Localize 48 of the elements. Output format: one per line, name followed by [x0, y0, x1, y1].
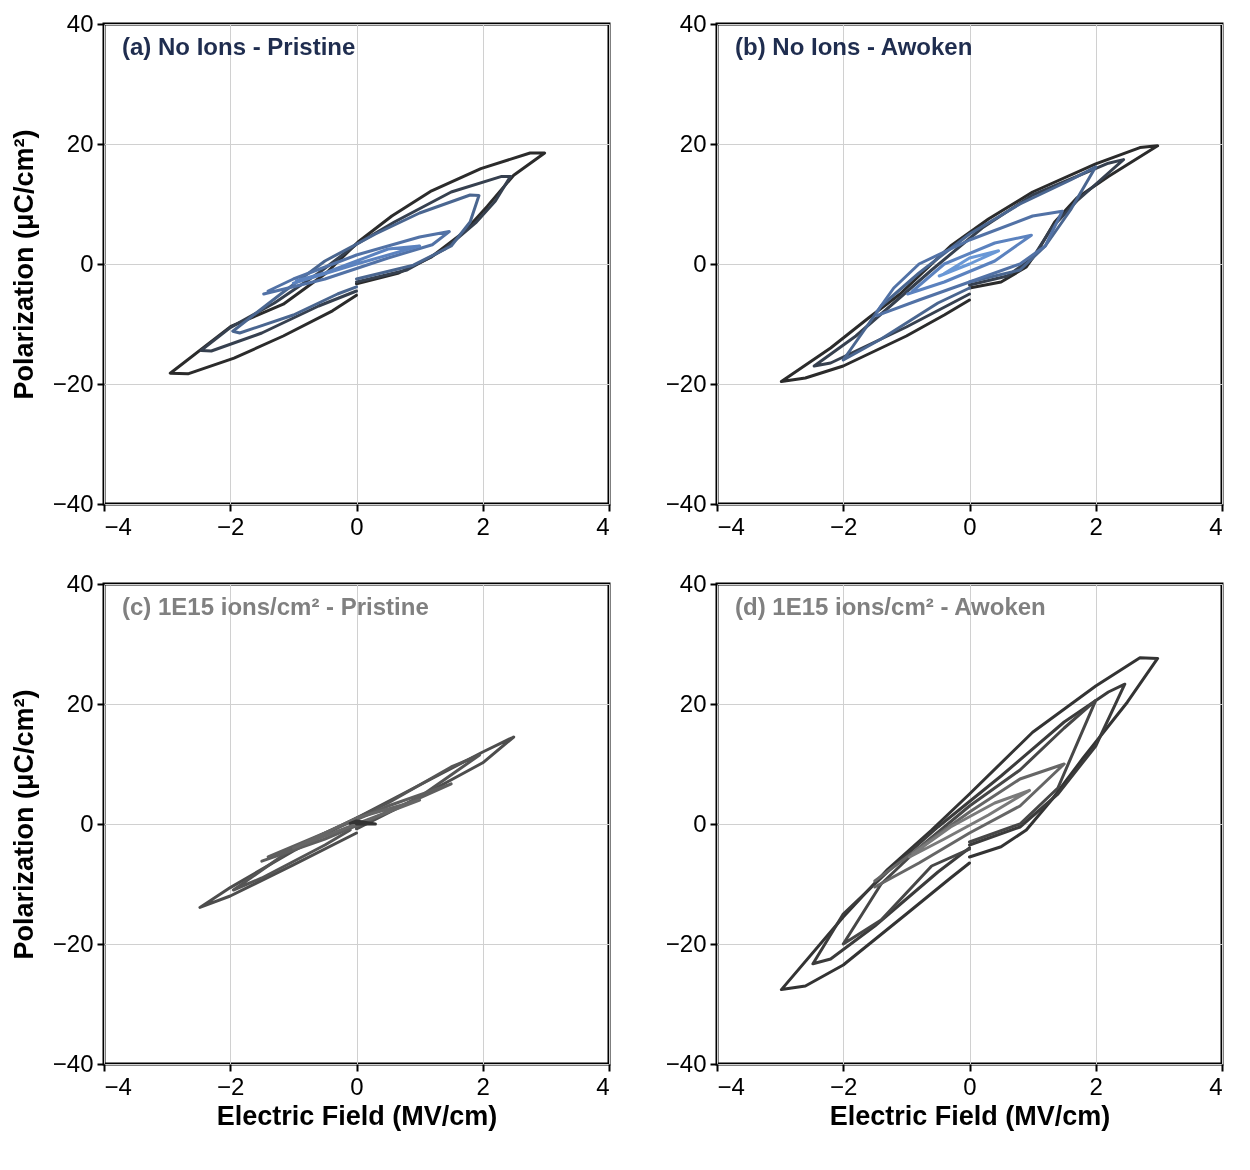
- y-tick-label: −40: [665, 489, 707, 517]
- y-tick-label: −40: [52, 1049, 94, 1077]
- x-tick-label: 0: [350, 1072, 364, 1100]
- y-tick-label: 0: [80, 249, 94, 277]
- x-tick-label: 2: [476, 1072, 490, 1100]
- x-tick-label: −2: [830, 512, 858, 540]
- x-tick-label: 2: [476, 512, 490, 540]
- y-tick-label: 40: [679, 569, 707, 597]
- x-tick-label: 4: [596, 1072, 610, 1100]
- x-tick-label: 2: [1089, 1072, 1103, 1100]
- x-tick-label: −2: [217, 512, 245, 540]
- x-axis-title: Electric Field (MV/cm): [216, 1100, 498, 1131]
- chart-title: (c) 1E15 ions/cm² - Pristine: [122, 593, 429, 620]
- x-tick-label: −4: [104, 1072, 132, 1100]
- y-tick-label: 40: [66, 9, 94, 37]
- x-tick-label: −2: [830, 1072, 858, 1100]
- x-tick-label: 0: [963, 1072, 977, 1100]
- y-tick-label: −40: [52, 489, 94, 517]
- x-tick-label: 0: [350, 512, 364, 540]
- y-tick-label: 0: [693, 249, 707, 277]
- y-tick-label: 40: [679, 9, 707, 37]
- y-tick-label: 0: [80, 809, 94, 837]
- y-tick-label: 40: [66, 569, 94, 597]
- x-tick-label: 2: [1089, 512, 1103, 540]
- chart-title: (d) 1E15 ions/cm² - Awoken: [735, 593, 1046, 620]
- x-tick-label: 4: [596, 512, 610, 540]
- y-tick-label: 20: [679, 129, 707, 157]
- x-tick-label: −2: [217, 1072, 245, 1100]
- y-tick-label: −20: [665, 929, 707, 957]
- y-tick-label: 0: [693, 809, 707, 837]
- x-tick-label: 0: [963, 512, 977, 540]
- chart-title: (b) No Ions - Awoken: [735, 33, 973, 60]
- x-tick-label: −4: [104, 512, 132, 540]
- y-tick-label: −40: [665, 1049, 707, 1077]
- chart-title: (a) No Ions - Pristine: [122, 33, 356, 60]
- y-axis-title: Polarization (μC/cm²): [8, 689, 39, 960]
- x-tick-label: −4: [717, 512, 745, 540]
- y-tick-label: −20: [52, 369, 94, 397]
- y-tick-label: 20: [66, 129, 94, 157]
- y-tick-label: −20: [665, 369, 707, 397]
- y-tick-label: 20: [679, 689, 707, 717]
- y-tick-label: −20: [52, 929, 94, 957]
- x-tick-label: 4: [1209, 1072, 1223, 1100]
- y-tick-label: 20: [66, 689, 94, 717]
- y-axis-title: Polarization (μC/cm²): [8, 129, 39, 400]
- x-tick-label: 4: [1209, 512, 1223, 540]
- x-axis-title: Electric Field (MV/cm): [829, 1100, 1111, 1131]
- x-tick-label: −4: [717, 1072, 745, 1100]
